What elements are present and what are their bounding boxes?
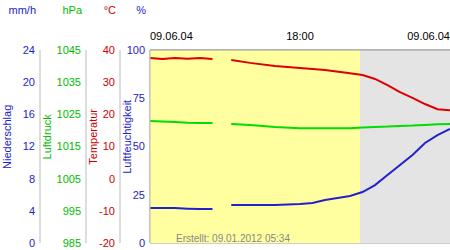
svg-text:985: 985 [63,237,81,249]
svg-text:09.06.04: 09.06.04 [407,30,442,42]
svg-text:24: 24 [23,44,35,56]
svg-text:18:00: 18:00 [286,30,314,42]
svg-text:1045: 1045 [57,44,81,56]
svg-text:995: 995 [63,205,81,217]
svg-text:Luftdruck: Luftdruck [41,114,53,160]
svg-text:Niederschlag: Niederschlag [8,105,13,169]
svg-text:50: 50 [133,140,145,152]
svg-text:16: 16 [23,108,35,120]
svg-text:1035: 1035 [57,76,81,88]
svg-text:0: 0 [109,173,115,185]
svg-text:1025: 1025 [57,108,81,120]
svg-text:75: 75 [133,92,145,104]
svg-text:30: 30 [103,76,115,88]
svg-text:20: 20 [103,108,115,120]
svg-text:-10: -10 [99,205,115,217]
svg-text:10: 10 [103,140,115,152]
svg-text:°C: °C [104,4,116,16]
svg-text:40: 40 [103,44,115,56]
svg-text:%: % [136,4,146,16]
svg-text:100: 100 [127,44,145,56]
svg-text:-20: -20 [99,237,115,249]
svg-text:8: 8 [29,173,35,185]
svg-text:mm/h: mm/h [9,4,37,16]
svg-text:1005: 1005 [57,173,81,185]
svg-text:hPa: hPa [62,4,82,16]
svg-text:Temperatur: Temperatur [87,109,99,165]
svg-text:09.06.04: 09.06.04 [150,30,193,42]
svg-text:12: 12 [23,140,35,152]
svg-text:20: 20 [23,76,35,88]
svg-text:0: 0 [29,237,35,249]
svg-text:0: 0 [139,237,145,249]
svg-text:4: 4 [29,205,35,217]
html-text:Erstellt: 09.01.2012 05:34: Erstellt: 09.01.2012 05:34 [176,233,290,244]
svg-text:1015: 1015 [57,140,81,152]
svg-text:Luftfeuchtigkeit: Luftfeuchtigkeit [121,100,133,174]
svg-text:25: 25 [133,189,145,201]
